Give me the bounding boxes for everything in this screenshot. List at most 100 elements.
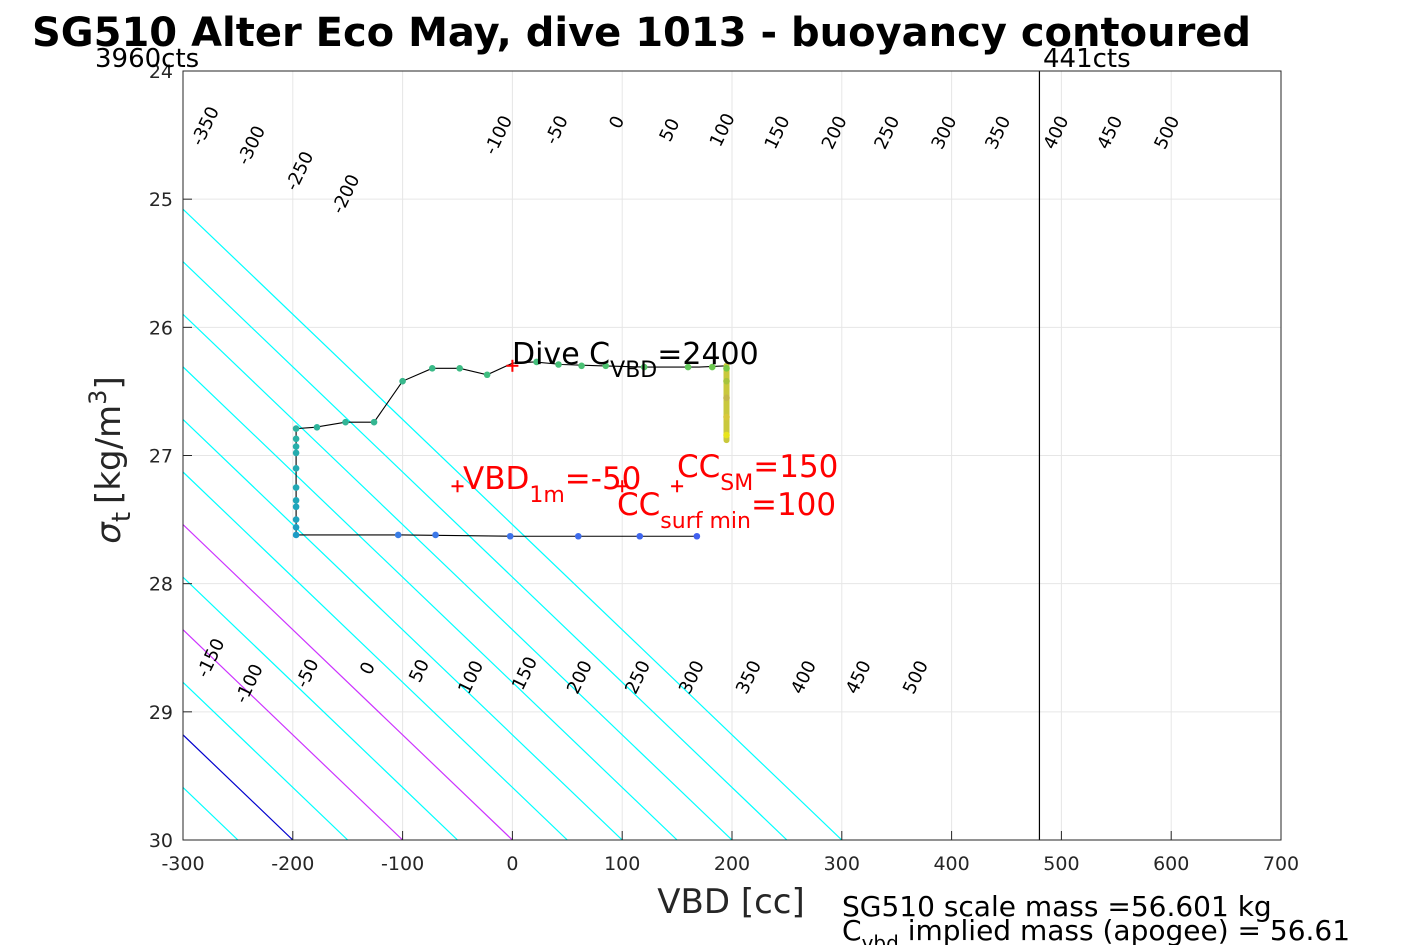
bottom-contour-label: 250	[621, 657, 655, 697]
dive-track-point	[370, 418, 378, 426]
bottom-contour-label: 300	[675, 657, 709, 697]
top-contour-label: 100	[706, 110, 740, 150]
dive-track-point	[292, 435, 300, 443]
svg-text:σt[kg/m3]: σt [kg/m3]	[84, 376, 137, 543]
x-tick-label: 100	[604, 853, 640, 875]
top-contour-label: 350	[981, 113, 1015, 153]
top-contour-label: -50	[541, 112, 573, 148]
cc-surf-min-annotation: CCsurf min=100	[617, 487, 836, 534]
y-tick-label: 28	[149, 574, 173, 596]
x-tick-label: 300	[824, 853, 860, 875]
bottom-contour-label: 100	[454, 657, 488, 697]
dive-track-point	[723, 394, 730, 402]
svg-text:Dive CVBD=2400: Dive CVBD=2400	[512, 337, 759, 383]
contour-line--250	[0, 71, 18, 840]
bottom-contour-label: -150	[193, 635, 230, 681]
y-tick-label: 30	[149, 830, 173, 852]
bottom-contour-label: 350	[732, 657, 766, 697]
dive-track-point	[578, 362, 585, 370]
cc-sm-post: =150	[753, 449, 838, 485]
dive-track-point	[723, 365, 730, 372]
dive-track-point	[456, 365, 463, 372]
y-tick-label: 29	[149, 702, 173, 724]
contour-labels: -350 -300 -250-200 -100 -50 0 50 100 150 200 250 30…	[187, 103, 1184, 706]
dive-track-point	[394, 531, 402, 539]
dive-track-point	[723, 431, 730, 439]
y-axis-close: ]	[89, 376, 129, 389]
x-tick-label: 500	[1043, 853, 1079, 875]
top-contour-label: 250	[870, 113, 904, 153]
dive-track-point	[708, 363, 716, 371]
bottom-contour-label: 500	[899, 657, 933, 697]
bottom-contour-label: 150	[508, 653, 542, 693]
cc-sm-pre: CC	[677, 449, 720, 485]
y-tick-label: 25	[149, 189, 173, 211]
dive-track-point	[636, 532, 644, 540]
x-tick-label: -100	[381, 853, 424, 875]
dive-cvbd-sub: VBD	[610, 358, 657, 383]
y-axis-units: [kg/m	[89, 405, 129, 504]
cts-right-label: 441cts	[1043, 44, 1131, 74]
contour-line-400	[183, 313, 733, 840]
top-contour-label: -350	[187, 103, 224, 149]
dive-track-point	[292, 425, 300, 432]
contour-lines	[0, 71, 1041, 840]
dive-track-point	[292, 531, 300, 539]
contour-line-300	[183, 418, 623, 840]
contour-line-450	[183, 260, 788, 840]
footer-scale-mass: SG510 scale mass =56.601 kg	[842, 890, 1272, 923]
cc-surf-min-pre: CC	[617, 487, 660, 523]
dive-track-point	[292, 443, 300, 450]
dive-track-point	[533, 358, 540, 366]
dive-track-point	[292, 497, 300, 504]
bottom-contour-label: 200	[563, 657, 597, 697]
dive-track-point	[483, 371, 491, 379]
dive-track-point	[313, 424, 321, 431]
svg-text:CCsurf min=100: CCsurf min=100	[617, 487, 836, 534]
cc-surf-min-sub: surf min	[660, 509, 751, 534]
top-contour-label: 500	[1150, 113, 1184, 153]
contour-line-100	[183, 628, 404, 840]
top-contour-label: 200	[818, 113, 852, 153]
dive-track-point	[506, 532, 514, 540]
x-tick-label: -300	[161, 853, 204, 875]
top-contour-label: 0	[605, 113, 629, 132]
x-tick-label: -200	[271, 853, 314, 875]
y-tick-label: 24	[149, 61, 173, 83]
dive-track-point	[432, 531, 439, 539]
dive-track-point	[292, 523, 300, 531]
y-axis-sup: 3	[84, 390, 112, 405]
dive-track-point	[640, 363, 648, 371]
top-contour-label: -100	[480, 112, 517, 158]
dive-track-point	[292, 516, 300, 523]
cc-surf-min-post: =100	[751, 487, 836, 523]
dive-track-point	[574, 532, 582, 540]
vbd-1m-pre: VBD	[463, 461, 529, 497]
y-axis-symbol: σ	[89, 521, 129, 544]
top-contour-label: -250	[282, 148, 319, 194]
bottom-contour-label: 450	[842, 657, 876, 697]
footer-implied-mass: Cvbd implied mass (apogee) = 56.61	[842, 914, 1350, 945]
dive-track-point	[602, 362, 610, 370]
dive-track-point	[555, 361, 562, 368]
x-tick-label: 600	[1153, 853, 1189, 875]
dive-cvbd-annotation: Dive CVBD=2400	[512, 337, 759, 383]
top-contour-label: -300	[233, 123, 270, 169]
dive-cvbd-post: =2400	[657, 337, 758, 372]
dive-track-point	[684, 363, 692, 371]
y-axis-label: σt [kg/m3]	[84, 376, 137, 543]
vbd-1m-post: =-50	[565, 461, 642, 497]
footer-c: C	[842, 914, 862, 945]
top-contour-label: 150	[761, 113, 795, 153]
dive-track-point	[723, 413, 730, 421]
vbd-1m-sub: 1m	[529, 483, 564, 508]
top-contour-label: -200	[328, 171, 365, 217]
x-tick-label: 200	[714, 853, 750, 875]
bottom-contour-label: -100	[231, 661, 268, 707]
contour-line-200	[183, 523, 513, 840]
svg-text:CCSM=150: CCSM=150	[677, 449, 838, 496]
top-contour-label: 300	[927, 113, 961, 153]
contour-line-group	[0, 71, 843, 840]
dive-track-point	[693, 532, 701, 540]
